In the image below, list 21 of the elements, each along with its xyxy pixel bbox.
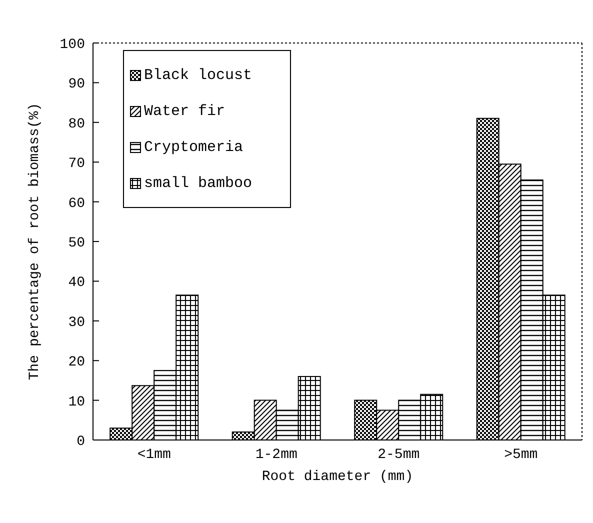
y-tick-label: 60 <box>68 196 85 212</box>
y-tick-label: 40 <box>68 275 85 292</box>
legend-label: small bamboo <box>144 174 252 192</box>
x-axis-title: Root diameter (mm) <box>262 469 414 485</box>
y-tick-label: 100 <box>60 36 85 53</box>
y-tick-label: 30 <box>68 314 85 331</box>
legend-label: Black locust <box>144 66 252 84</box>
y-tick-label: 10 <box>68 394 85 410</box>
x-tick-label: 1-2mm <box>255 446 298 463</box>
x-tick-label: >5mm <box>504 446 538 463</box>
x-tick-label: 2-5mm <box>378 446 420 463</box>
y-tick-label: 0 <box>76 434 85 450</box>
y-tick-label: 50 <box>68 235 85 252</box>
y-tick-label: 20 <box>68 354 85 371</box>
y-tick-label: 90 <box>68 76 85 93</box>
legend-label: Water fir <box>144 102 226 120</box>
y-axis-title: The percentage of root biomass(%) <box>26 102 43 380</box>
y-tick-label: 80 <box>68 116 85 132</box>
legend-label: Cryptomeria <box>144 138 244 156</box>
x-tick-label: <1mm <box>137 446 171 463</box>
y-tick-label: 70 <box>68 156 85 172</box>
